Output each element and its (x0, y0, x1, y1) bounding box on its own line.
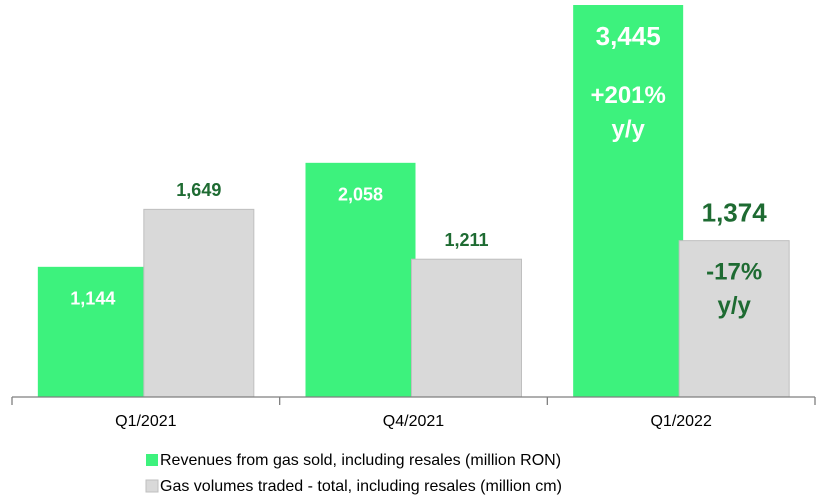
legend-label: Revenues from gas sold, including resale… (160, 452, 561, 469)
legend-label: Gas volumes traded - total, including re… (160, 478, 562, 495)
x-tick-label: Q1/2021 (115, 413, 176, 430)
annotation: -17% y/y (706, 259, 762, 320)
x-tick-label: Q1/2022 (650, 413, 711, 430)
legend-swatch (145, 479, 159, 493)
legend-swatch (146, 454, 158, 466)
annotation-line: y/y (611, 116, 645, 143)
value-label: 2,058 (338, 185, 383, 205)
bar (573, 5, 684, 397)
value-label: 1,649 (176, 180, 221, 200)
annotation-line: +201% (590, 82, 665, 109)
value-label: 1,144 (70, 289, 115, 309)
bar (143, 208, 255, 398)
value-label: 3,445 (596, 21, 661, 51)
x-tick-label: Q4/2021 (383, 413, 444, 430)
bar (678, 240, 790, 398)
annotation: +201% y/y (590, 82, 665, 143)
annotation-line: y/y (717, 293, 751, 320)
bar (37, 266, 148, 397)
bar (411, 258, 522, 398)
value-label: 1,211 (444, 230, 488, 250)
value-label: 1,374 (702, 198, 768, 228)
bar (305, 162, 416, 397)
annotation-line: -17% (706, 259, 762, 286)
